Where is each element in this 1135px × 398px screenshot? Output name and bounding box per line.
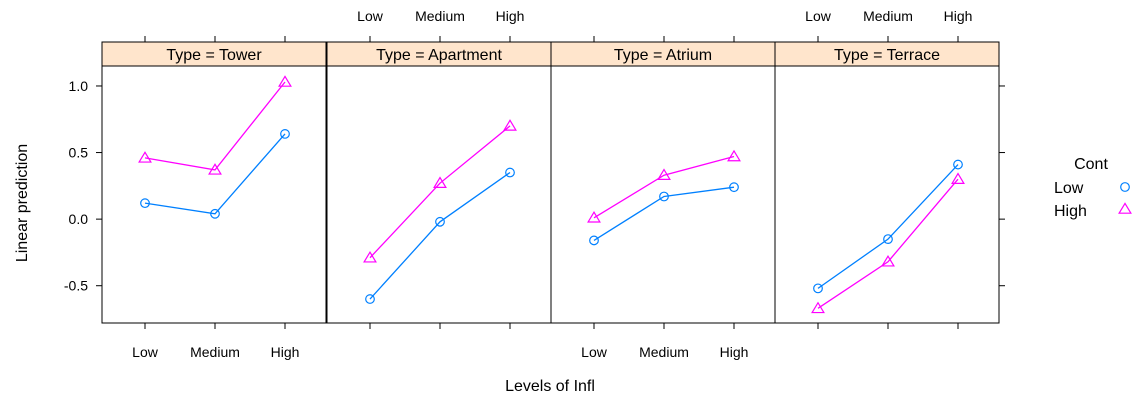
x-tick-label-bottom: Low [581,344,608,360]
legend-symbols [1118,182,1132,214]
y-tick-label: 0.5 [69,145,89,161]
data-point-triangle [503,119,517,131]
strip-label: Type = Apartment [376,47,502,64]
series-high [811,172,965,314]
y-axis-title: Linear prediction [14,144,31,262]
data-point-circle [953,159,963,170]
data-point-circle [883,234,893,245]
series-line [144,133,286,215]
data-point-circle [280,129,290,139]
panel-2: Type = Apartment [326,41,552,324]
data-point-triangle [138,151,152,163]
data-point-circle [365,294,375,304]
series-low [365,167,515,304]
panel-border [550,65,776,324]
data-point-circle [589,235,599,246]
x-tick-label-bottom: Low [132,344,159,360]
x-tick-label-bottom: Medium [639,344,689,360]
data-point-circle [659,191,669,202]
series-high [363,119,517,263]
legend-title: Cont [1074,156,1108,173]
series-low [589,182,739,246]
data-point-circle [210,208,220,219]
panel-border [101,65,327,324]
data-point-triangle [881,254,895,267]
data-point-triangle [363,250,377,263]
series-line [593,186,735,241]
x-tick-label-top: High [944,8,973,24]
strip-label: Type = Terrace [834,47,940,64]
x-axis-title: Levels of Infl [505,378,595,395]
series-line [817,178,959,309]
x-tick-label-bottom: High [271,344,300,360]
series-line [817,164,959,289]
x-tick-label-top: Medium [863,8,913,24]
data-point-triangle [811,301,825,314]
legend-label-high: High [1054,203,1087,220]
strip-background [101,41,327,67]
legend-symbol-circle [1120,182,1130,192]
series-low [813,159,963,294]
data-point-triangle [657,168,671,180]
strip-background [774,41,1000,67]
data-point-triangle [727,149,741,162]
series-line [593,155,735,219]
data-point-circle [813,283,823,294]
x-tick-label-top: Medium [415,8,465,24]
series-line [369,171,511,300]
y-tick-label: -0.5 [64,278,88,294]
series-low [140,129,290,219]
legend-label-low: Low [1054,180,1084,197]
panel-border [774,65,1000,324]
data-point-triangle [208,163,222,175]
data-point-circle [729,182,739,193]
y-tick-label: 1.0 [69,78,89,94]
strip-label: Type = Atrium [614,47,712,64]
legend-symbol-triangle [1118,202,1132,214]
y-tick-label: 0.0 [69,211,89,227]
data-point-triangle [587,211,601,223]
x-tick-label-top: Low [805,8,832,24]
panel-1: Type = Tower [101,41,327,324]
panels-layer: Type = Tower Type = Apartment Type = Atriu… [101,41,1000,324]
data-point-triangle [278,75,292,87]
panel-3: Type = Atrium [550,41,776,324]
x-tick-label-top: High [496,8,525,24]
data-point-triangle [951,172,965,184]
series-high [138,75,292,175]
x-tick-label-bottom: High [720,344,749,360]
x-tick-label-top: Low [357,8,384,24]
series-line [144,81,286,171]
x-tick-label-bottom: Medium [190,344,240,360]
data-point-circle [140,198,150,209]
data-point-triangle [433,176,447,188]
axes-layer: Low Medium High Low Medium High Low Medium High L… [64,8,1005,360]
series-high [587,149,741,223]
data-point-circle [505,167,515,178]
strip-label: Type = Tower [166,47,262,64]
data-point-circle [435,216,445,227]
panel-4: Type = Terrace [774,41,1000,324]
legend: Cont Low High [1054,156,1132,220]
series-line [369,125,511,259]
panel-border [326,65,552,324]
